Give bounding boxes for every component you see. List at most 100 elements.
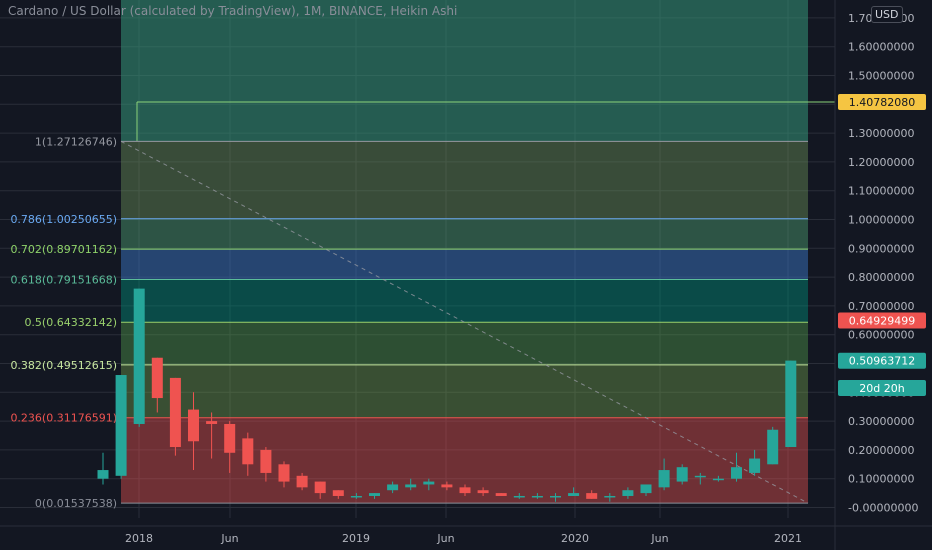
time-tick-label: 2021 (774, 532, 802, 545)
candle-body (531, 495, 543, 498)
candle-body (169, 377, 181, 448)
price-label-text: 1.40782080 (849, 96, 915, 109)
candle-body (550, 495, 561, 498)
candle (314, 481, 326, 499)
candle-body (441, 484, 453, 488)
fib-zone (121, 141, 808, 219)
candle (423, 478, 435, 491)
price-tick-label: 0.90000000 (848, 242, 914, 255)
candle-body (405, 484, 417, 488)
price-tick-label: 1.10000000 (848, 185, 914, 198)
candle (405, 478, 417, 491)
fib-zone (121, 322, 808, 365)
candle-body (604, 495, 616, 498)
price-tick-label: 0.10000000 (848, 473, 914, 486)
price-label: 0.64929499 (838, 312, 926, 329)
candle (785, 360, 797, 448)
candle-body (97, 470, 109, 479)
candle-body (749, 458, 761, 473)
candle-body (206, 421, 218, 424)
candle (296, 472, 308, 491)
candle (550, 493, 561, 502)
price-label: 20d 20h (838, 379, 926, 396)
fib-trend-line (120, 140, 809, 504)
price-label-bg (838, 352, 926, 369)
candle (658, 458, 670, 491)
candle-body (133, 288, 145, 424)
candle-body (296, 475, 308, 488)
candle (441, 481, 453, 491)
candle (278, 461, 290, 488)
price-label-bg (838, 312, 926, 329)
candle-body (260, 449, 272, 473)
candle (133, 288, 145, 427)
time-axis[interactable]: 2018 Jun 2019 Jun 2020 Jun 2021 (0, 525, 932, 545)
candle-body (477, 490, 489, 494)
price-label-text: 0.50963712 (849, 355, 915, 368)
candle-body (676, 467, 688, 482)
candle-body (369, 493, 380, 496)
price-tick-label: 1.30000000 (848, 127, 914, 140)
candle (332, 490, 344, 499)
candle-body (513, 495, 525, 498)
candle-body (151, 357, 163, 399)
price-tick-label: 0.70000000 (848, 300, 914, 313)
candle (495, 493, 507, 496)
chart-title: Cardano / US Dollar (calculated by Tradi… (8, 4, 458, 18)
candle (242, 432, 254, 476)
candle (387, 481, 399, 494)
candle-body (387, 484, 399, 491)
candle-body (658, 470, 670, 488)
fib-zones (121, 0, 835, 504)
price-tick-label: 1.50000000 (848, 70, 914, 83)
candle (604, 493, 616, 502)
fib-label: 0.5(0.64332142) (24, 316, 117, 329)
candle (477, 487, 489, 496)
fib-zone (121, 218, 808, 250)
candle-body (785, 360, 797, 448)
candle-body (224, 423, 236, 453)
candle-body (242, 438, 254, 465)
price-tick-label: 0.30000000 (848, 415, 914, 428)
candles (97, 288, 797, 502)
candle (115, 375, 127, 479)
candle-body (188, 409, 199, 442)
price-axis[interactable]: -0.00000000 0.10000000 0.20000000 0.3000000… (834, 0, 918, 550)
candle-body (459, 487, 471, 494)
candle (224, 421, 236, 473)
candle (640, 484, 652, 496)
price-tick-label: 0.80000000 (848, 271, 914, 284)
currency-button[interactable]: USD (871, 6, 903, 23)
candle-body (332, 490, 344, 496)
fib-label: 1(1.27126746) (35, 135, 117, 148)
candle-body (495, 493, 507, 496)
price-tick-label: 0.20000000 (848, 444, 914, 457)
fib-zone-top (121, 0, 808, 142)
time-tick-label: Jun (650, 532, 668, 545)
candle-body (423, 481, 435, 485)
candle (169, 377, 181, 456)
candle-body (712, 478, 724, 481)
candle-body (640, 484, 652, 494)
price-label: 1.40782080 (838, 94, 926, 111)
price-label-bg (838, 379, 926, 396)
candle-body (115, 375, 127, 476)
price-label-text: 0.64929499 (849, 315, 915, 328)
candle (767, 426, 779, 465)
candle-body (350, 495, 362, 498)
candle (206, 412, 218, 459)
candle (459, 484, 471, 496)
price-label-text: 20d 20h (859, 382, 904, 395)
fib-zone (121, 279, 808, 323)
fib-label: 0(0.01537538) (35, 497, 117, 510)
time-tick-label: 2020 (561, 532, 589, 545)
fib-label: 0.236(0.31176591) (10, 412, 117, 425)
time-tick-label: Jun (220, 532, 238, 545)
candle (260, 447, 272, 482)
candle (531, 493, 543, 499)
fib-label: 0.618(0.79151668) (10, 274, 117, 287)
candle (151, 357, 163, 413)
candle (676, 464, 688, 485)
candle (350, 493, 362, 499)
